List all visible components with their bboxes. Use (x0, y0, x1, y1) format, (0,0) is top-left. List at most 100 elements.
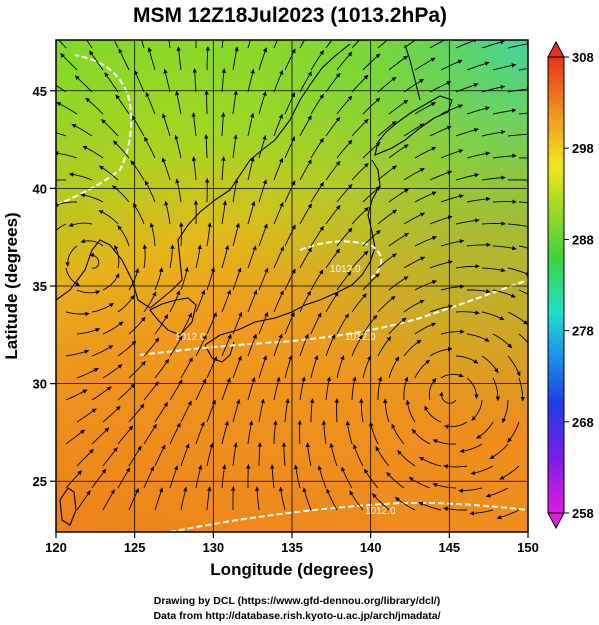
streamline-arrow (299, 333, 309, 357)
streamline-arrow (206, 399, 216, 423)
streamline-arrow (388, 276, 409, 291)
streamline-arrow (414, 191, 437, 203)
streamline-arrow (386, 471, 405, 489)
streamline-arrow (144, 180, 156, 203)
streamline-arrow (336, 139, 353, 159)
kyushu-coastline (204, 341, 235, 363)
streamline-arrow (351, 40, 361, 49)
streamline-arrow (336, 355, 345, 379)
streamline-arrow (418, 501, 442, 511)
streamline-arrow (466, 106, 490, 115)
streamline-arrow (221, 40, 224, 49)
streamline-arrow (220, 112, 226, 137)
streamline-arrow (459, 443, 483, 454)
streamline-arrow (134, 70, 145, 93)
streamline-arrow (102, 273, 120, 291)
streamline-arrow (284, 355, 293, 379)
streamline-arrow (440, 104, 464, 115)
streamline-arrow (467, 289, 491, 294)
streamline-arrow (382, 398, 390, 423)
streamline-arrow (143, 291, 157, 313)
streamline-arrow (195, 464, 203, 489)
streamline-arrow (325, 376, 331, 401)
streamline-arrow (258, 91, 267, 115)
streamline-arrow (180, 443, 190, 467)
streamline-arrow (147, 47, 156, 71)
streamline-arrow (258, 179, 268, 203)
streamline-arrow (131, 115, 145, 137)
x-tick-label: 150 (517, 540, 539, 555)
streamline-arrow (394, 497, 416, 511)
streamline-arrow (440, 194, 464, 203)
streamline-arrow (443, 464, 468, 469)
streamline-arrow (258, 47, 268, 71)
streamline-arrow (195, 40, 197, 48)
streamline-arrow (485, 487, 509, 498)
streamline-arrow (206, 486, 212, 511)
streamline-arrow (273, 246, 285, 269)
streamline-arrow (232, 90, 238, 115)
streamline-arrow (65, 245, 78, 267)
streamline-arrow (377, 336, 392, 357)
streamline-arrow (518, 112, 528, 115)
streamline-arrow (115, 94, 130, 115)
credit-line-drawing: Drawing by DCL (https://www.gfd-dennou.o… (154, 595, 440, 607)
x-tick-label: 130 (202, 540, 224, 555)
streamline-arrow (206, 356, 218, 379)
streamline-arrow (132, 203, 145, 225)
streamline-arrow (89, 252, 100, 269)
streamline-arrow (206, 312, 217, 335)
credit-line-data: Data from http://database.rish.kyoto-u.a… (153, 610, 440, 622)
streamline-arrow (429, 170, 453, 181)
streamline-arrow (169, 422, 181, 445)
taiwan-coastline (59, 487, 77, 526)
streamline-arrow (336, 270, 352, 291)
streamline-arrow (351, 293, 367, 313)
x-tick-label: 140 (360, 540, 382, 555)
streamline-arrow (362, 355, 372, 379)
colorbar-gradient (547, 56, 565, 514)
streamline-arrow (221, 464, 227, 489)
streamline-arrow (258, 311, 269, 335)
streamline-arrow (351, 376, 357, 401)
streamline-arrow (221, 333, 232, 357)
streamline-arrow (377, 165, 397, 181)
streamline-arrow (403, 40, 417, 49)
streamline-arrow (254, 486, 260, 511)
streamline-arrow (154, 358, 170, 379)
streamline-arrow (492, 333, 513, 349)
streamline-arrow (414, 57, 436, 71)
x-tick-label: 145 (438, 540, 460, 555)
streamline-arrow (164, 200, 171, 225)
streamline-arrow (455, 172, 480, 181)
streamline-arrow (336, 51, 353, 71)
streamline-arrow (232, 178, 239, 203)
streamline-arrow (56, 201, 77, 207)
streamline-arrow (56, 151, 78, 159)
streamline-arrow (130, 160, 145, 181)
streamline-arrow (89, 50, 104, 71)
streamline-arrow (162, 113, 171, 137)
streamline-arrow (351, 74, 369, 93)
streamline-arrow (470, 465, 494, 476)
streamline-arrow (341, 466, 353, 489)
streamline-arrow (388, 99, 409, 115)
streamline-arrow (310, 355, 319, 379)
streamline-arrow (204, 90, 209, 115)
streamline-arrow (230, 486, 236, 510)
streamline-arrow (143, 466, 155, 489)
streamline-arrow (145, 91, 156, 115)
streamline-arrow (455, 218, 480, 225)
streamline-arrow (299, 376, 306, 401)
streamline-arrow (502, 399, 509, 424)
plot-area: 1012.0 1012.0 1012.0 1012.0 (56, 40, 528, 532)
streamline-arrow (429, 81, 452, 93)
streamline-arrow (191, 112, 197, 137)
streamline-arrow (258, 398, 265, 423)
streamline-arrow (65, 349, 90, 357)
streamline-arrow (507, 421, 520, 443)
streamline-arrow (273, 201, 284, 225)
streamline-arrow (257, 442, 263, 466)
streamline-arrow (169, 290, 181, 313)
streamline-arrow (481, 40, 505, 49)
